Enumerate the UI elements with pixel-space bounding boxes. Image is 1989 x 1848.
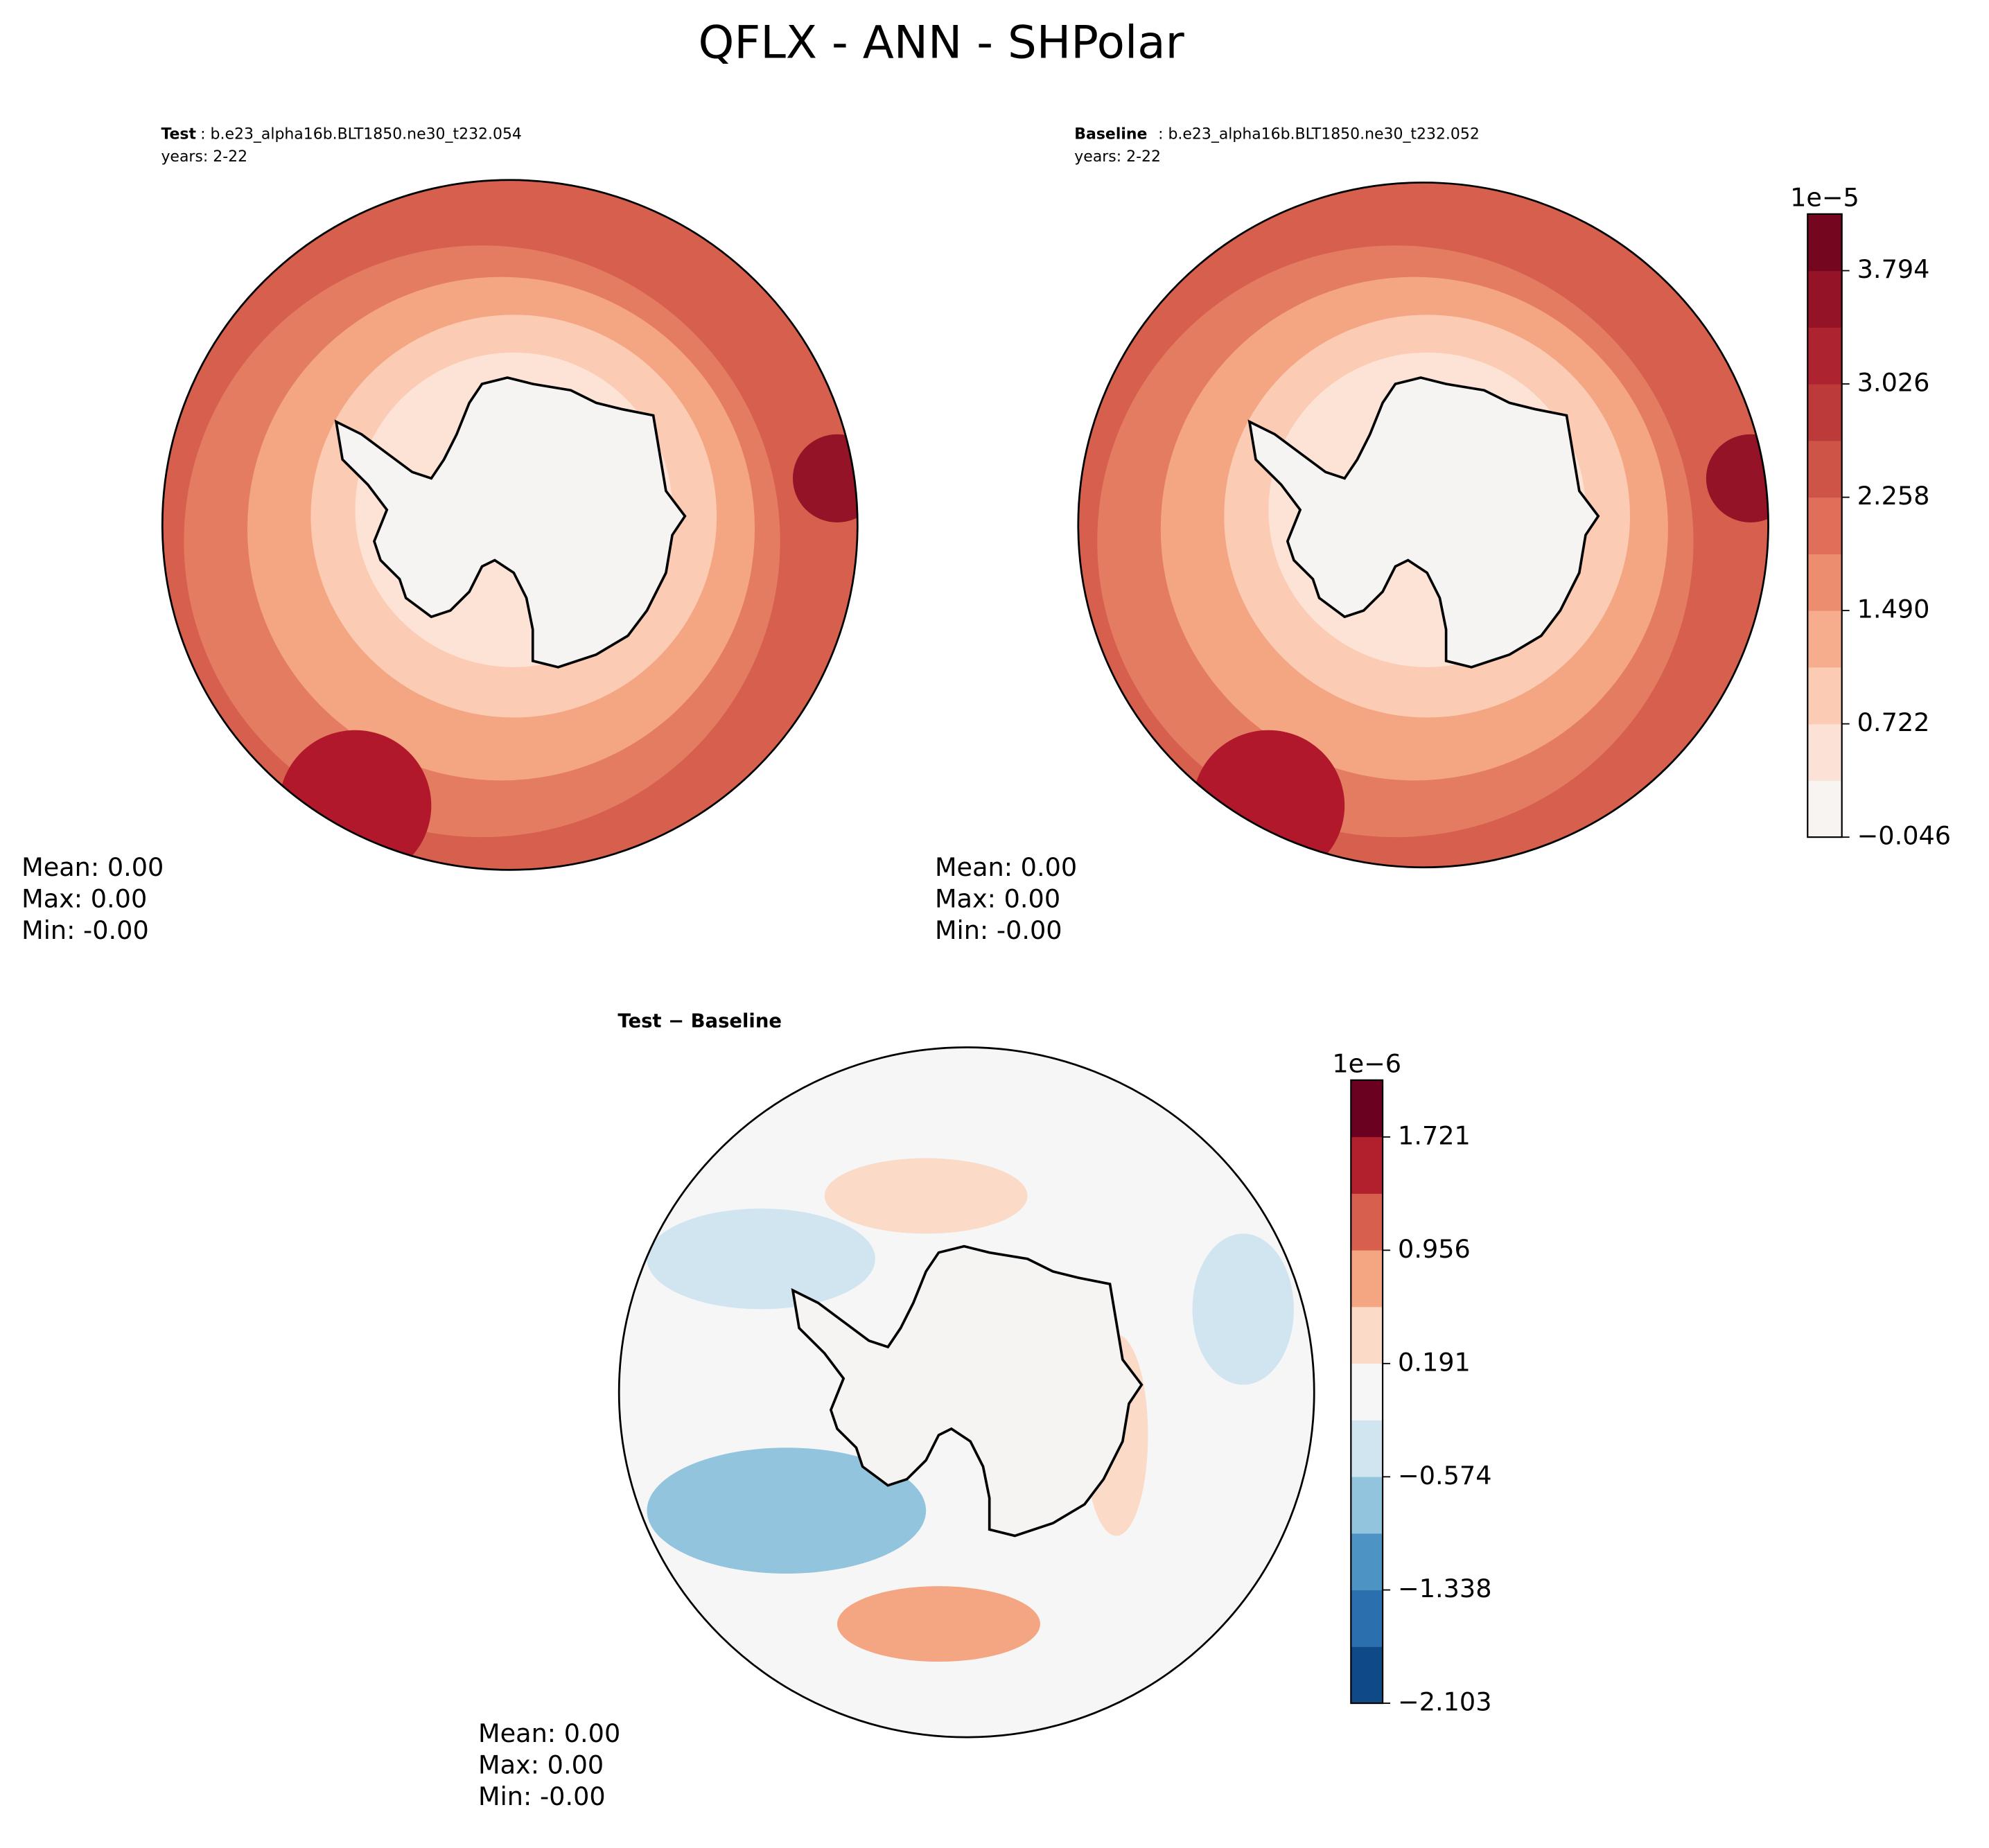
colorbar-tick-label: 1.490: [1857, 595, 1930, 624]
colorbar-band: [1351, 1193, 1383, 1251]
colorbar-exponent: 1e−5: [1790, 183, 1859, 213]
colorbar-band: [1807, 270, 1842, 328]
colorbar-tick-label: 3.794: [1857, 254, 1930, 284]
panel-years: years: 2-22: [1074, 148, 1161, 166]
panel-case: : b.e23_alpha16b.BLT1850.ne30_t232.054: [200, 125, 522, 143]
stat: Max: 0.00: [478, 1750, 604, 1779]
panel-label: Baseline: [1074, 125, 1147, 143]
colorbar-band: [1351, 1477, 1383, 1534]
colorbar-tick-label: 3.026: [1857, 368, 1930, 398]
stat: Mean: 0.00: [935, 852, 1077, 882]
colorbar-band: [1351, 1306, 1383, 1364]
colorbar-band: [1351, 1646, 1383, 1704]
stat: Min: -0.00: [935, 915, 1062, 945]
colorbar-exponent: 1e−6: [1332, 1049, 1401, 1079]
stat: Mean: 0.00: [21, 852, 164, 882]
colorbar-tick-label: 1.721: [1398, 1120, 1471, 1150]
stat: Mean: 0.00: [478, 1718, 620, 1748]
colorbar-tick-label: −1.338: [1398, 1574, 1491, 1603]
colorbar-band: [1807, 554, 1842, 611]
colorbar-band: [1807, 610, 1842, 668]
stat: Min: -0.00: [478, 1781, 606, 1811]
colorbar-band: [1807, 440, 1842, 498]
colorbar-tick-label: −0.574: [1398, 1461, 1491, 1490]
colorbar-tick-label: 0.191: [1398, 1347, 1471, 1377]
stat: Max: 0.00: [935, 884, 1060, 914]
colorbar-band: [1807, 780, 1842, 838]
continent: [1247, 376, 1600, 669]
panel-case: : b.e23_alpha16b.BLT1850.ne30_t232.052: [1158, 125, 1480, 143]
colorbar-band: [1351, 1250, 1383, 1308]
colorbar-band: [1807, 384, 1842, 441]
coastline: [334, 376, 1600, 1538]
colorbar-band: [1351, 1136, 1383, 1194]
continent: [791, 1244, 1144, 1538]
colorbar-band: [1351, 1420, 1383, 1477]
figure-title: QFLX - ANN - SHPolar: [699, 17, 1184, 69]
colorbar-band: [1351, 1080, 1383, 1138]
stat: Min: -0.00: [21, 915, 149, 945]
colorbar-band: [1351, 1590, 1383, 1647]
continent: [334, 376, 687, 669]
colorbar-band: [1351, 1533, 1383, 1591]
colorbar-tick-label: −2.103: [1398, 1687, 1491, 1717]
map-frame: [161, 179, 1769, 1739]
colorbar-band: [1807, 213, 1842, 272]
colorbar-tick-label: 0.722: [1857, 707, 1930, 737]
panel-years: years: 2-22: [161, 148, 247, 166]
colorbar-band: [1807, 497, 1842, 554]
colorbar-tick-label: −0.046: [1857, 821, 1951, 851]
colorbar-tick-label: 2.258: [1857, 481, 1930, 511]
panel-label: Test: [161, 125, 196, 143]
colorbar-tick-label: 0.956: [1398, 1234, 1471, 1264]
stat: Max: 0.00: [21, 884, 147, 914]
colorbar-band: [1351, 1363, 1383, 1420]
colorbar-band: [1807, 327, 1842, 385]
colorbar-band: [1807, 723, 1842, 781]
colorbar-frame: [1807, 213, 1843, 838]
panel-label: Test − Baseline: [617, 1011, 782, 1032]
colorbar-band: [1807, 667, 1842, 725]
colorbar-frame: [1350, 1079, 1384, 1705]
